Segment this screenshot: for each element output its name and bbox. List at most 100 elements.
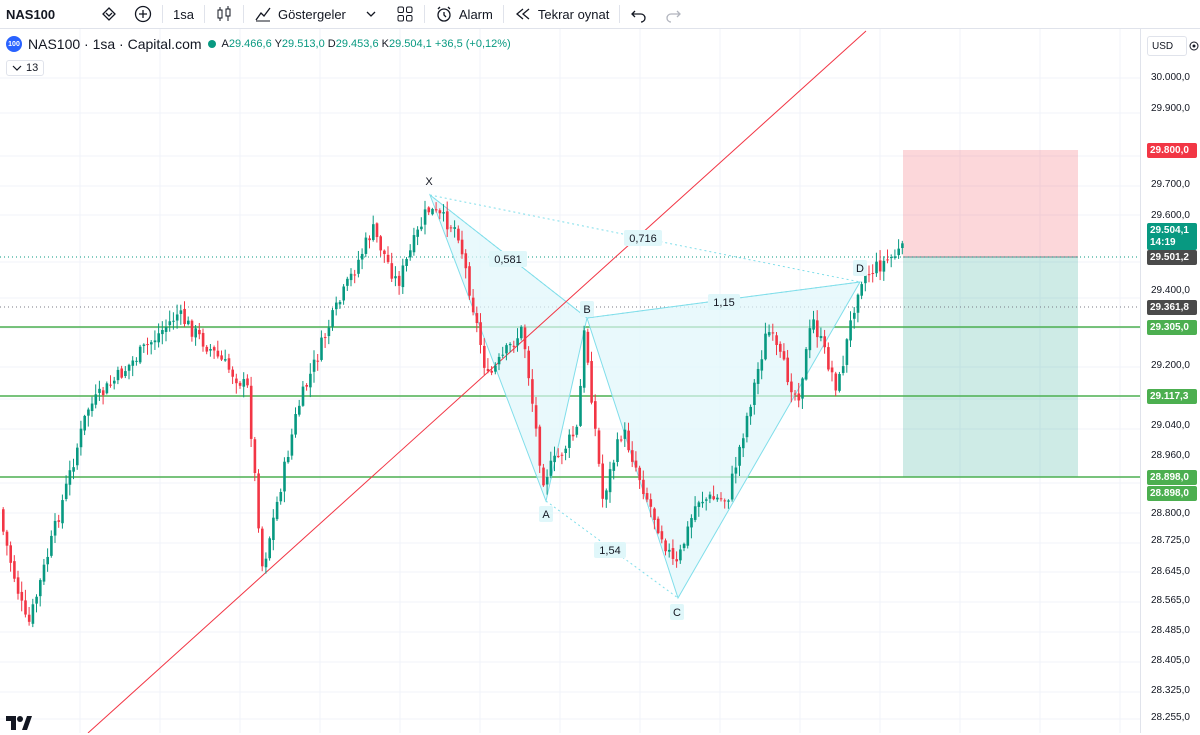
pattern-xab-fill bbox=[428, 193, 588, 503]
open-value: 29.466,6 bbox=[228, 38, 272, 50]
candle-body-down bbox=[146, 344, 149, 346]
price-tick-label: 28.565,0 bbox=[1151, 595, 1190, 606]
candle-body-down bbox=[867, 274, 871, 276]
candle-body-up bbox=[742, 438, 745, 449]
change-value: +36,5 (+0,12%) bbox=[434, 38, 511, 50]
alarm-button[interactable]: Alarm bbox=[427, 0, 501, 28]
candle-body-down bbox=[468, 266, 471, 296]
point-label-c: C bbox=[673, 607, 681, 619]
candle-body-up bbox=[39, 580, 42, 597]
candle-body-up bbox=[194, 328, 197, 338]
settings-icon[interactable] bbox=[1185, 37, 1200, 55]
candle-body-down bbox=[190, 320, 194, 337]
candle-body-up bbox=[320, 337, 323, 360]
point-label-d: D bbox=[856, 263, 864, 275]
candle-body-down bbox=[675, 559, 678, 562]
candle-body-up bbox=[72, 467, 75, 472]
candle-body-up bbox=[50, 535, 53, 556]
candle-body-down bbox=[379, 236, 382, 251]
pattern-ratio-line bbox=[586, 281, 861, 319]
candle-body-up bbox=[520, 326, 523, 339]
candle-body-down bbox=[471, 297, 475, 313]
candle-body-up bbox=[549, 460, 553, 476]
candle-body-down bbox=[486, 369, 490, 372]
candle-body-down bbox=[24, 600, 27, 615]
candle-body-down bbox=[557, 455, 560, 457]
candle-body-up bbox=[564, 448, 567, 454]
candle-body-down bbox=[235, 378, 238, 384]
candle-body-up bbox=[157, 333, 160, 343]
candle-body-down bbox=[479, 322, 482, 345]
candle-body-down bbox=[719, 498, 723, 500]
compare-button[interactable] bbox=[126, 0, 160, 28]
candle-body-up bbox=[453, 227, 456, 229]
candle-body-up bbox=[105, 383, 109, 394]
ratio-label-ac: 1,54 bbox=[599, 545, 620, 557]
candle-body-up bbox=[168, 321, 172, 326]
price-tick-label: 30.000,0 bbox=[1151, 72, 1190, 83]
candle-body-down bbox=[782, 351, 786, 360]
candle-body-up bbox=[187, 320, 190, 325]
candle-body-down bbox=[386, 254, 390, 262]
take-profit-zone bbox=[903, 257, 1078, 477]
divider bbox=[502, 5, 504, 23]
replay-button[interactable]: Tekrar oynat bbox=[506, 0, 618, 28]
candle-body-up bbox=[864, 275, 867, 284]
favorite-button[interactable] bbox=[92, 0, 126, 28]
candle-body-up bbox=[875, 261, 878, 274]
price-tag: 29.501,2 bbox=[1147, 250, 1197, 265]
candle-body-down bbox=[109, 384, 112, 386]
candle-body-up bbox=[808, 328, 812, 351]
price-tick-label: 28.255,0 bbox=[1151, 712, 1190, 723]
open-label: A bbox=[221, 38, 229, 50]
currency-label: USD bbox=[1152, 40, 1174, 52]
layouts-button[interactable] bbox=[388, 0, 422, 28]
candle-body-down bbox=[9, 545, 12, 563]
price-tag: 29.305,0 bbox=[1147, 320, 1197, 335]
candle-body-down bbox=[793, 393, 797, 395]
symbol-search[interactable]: NAS100 bbox=[0, 0, 92, 28]
redo-icon bbox=[664, 5, 682, 23]
candle-body-up bbox=[349, 273, 353, 281]
candle-body-down bbox=[775, 335, 778, 346]
candle-body-down bbox=[227, 358, 231, 370]
indicators-button[interactable]: Göstergeler bbox=[246, 0, 354, 28]
candle-body-down bbox=[475, 313, 479, 324]
legend-title[interactable]: NAS100 · 1sa · Capital.com bbox=[28, 36, 202, 52]
candle-body-up bbox=[61, 500, 64, 524]
candle-body-up bbox=[819, 335, 823, 339]
candle-body-down bbox=[2, 509, 5, 532]
candle-body-up bbox=[35, 596, 38, 604]
candle-body-up bbox=[364, 237, 368, 254]
candle-body-down bbox=[538, 426, 542, 466]
candle-body-up bbox=[286, 457, 290, 463]
price-axis[interactable]: USD 30.000,0 29.900,0 29.700,0 29.600,0 29.4… bbox=[1140, 29, 1200, 733]
chart-canvas[interactable]: X A B C D 0,581 0,716 1,15 1,54 bbox=[0, 29, 1140, 733]
templates-dropdown[interactable] bbox=[354, 0, 388, 28]
symbol-logo: 100 bbox=[6, 36, 22, 52]
ratio-label-xb-bg bbox=[489, 251, 527, 267]
price-tag: 14:19 bbox=[1147, 235, 1197, 250]
candle-body-up bbox=[124, 371, 127, 376]
candle-body-up bbox=[545, 477, 549, 485]
candle-body-up bbox=[668, 549, 671, 552]
price-tick-label: 29.700,0 bbox=[1151, 179, 1190, 190]
candle-body-up bbox=[553, 455, 556, 463]
candle-body-up bbox=[127, 364, 131, 371]
candle-body-up bbox=[841, 366, 845, 373]
chart-type-button[interactable] bbox=[207, 0, 241, 28]
undo-button[interactable] bbox=[622, 0, 656, 28]
ratio-label-bd: 1,15 bbox=[713, 297, 734, 309]
candle-body-up bbox=[442, 212, 445, 214]
candle-body-up bbox=[79, 428, 83, 448]
redo-button[interactable] bbox=[656, 0, 690, 28]
chevron-down-icon bbox=[12, 63, 22, 73]
indicators-collapse-button[interactable]: 13 bbox=[6, 60, 45, 76]
interval-button[interactable]: 1sa bbox=[165, 0, 202, 28]
indicators-icon bbox=[254, 5, 272, 23]
currency-selector[interactable]: USD bbox=[1147, 36, 1187, 56]
candle-body-up bbox=[327, 327, 331, 337]
candle-body-down bbox=[20, 591, 24, 601]
tradingview-logo-icon[interactable] bbox=[6, 716, 32, 735]
price-tick-label: 28.645,0 bbox=[1151, 566, 1190, 577]
